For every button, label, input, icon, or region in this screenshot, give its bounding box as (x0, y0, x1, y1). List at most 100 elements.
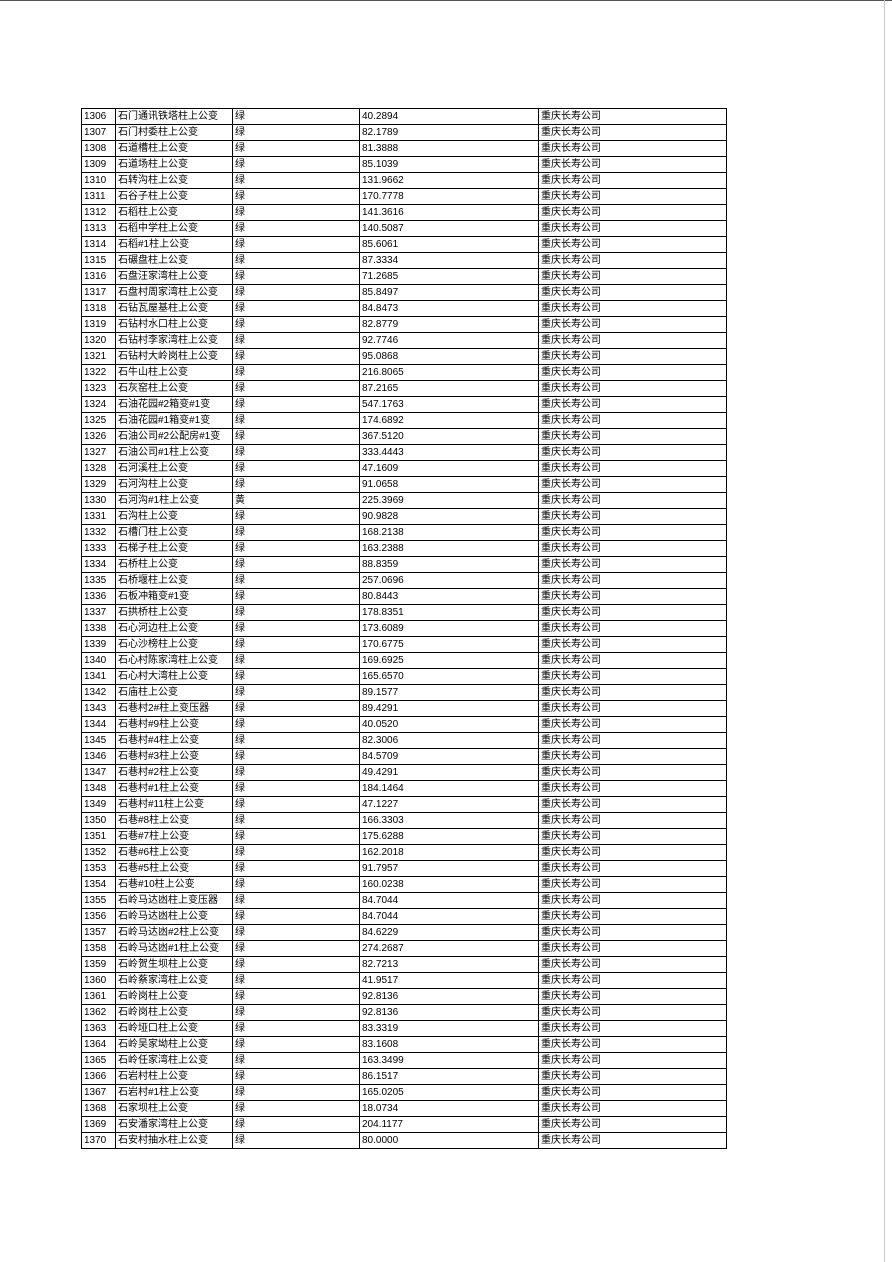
table-row: 1328 石河溪柱上公变绿 47.1609 重庆长寿公司 (81, 460, 727, 477)
row-id-cell: 1354 (81, 876, 116, 893)
name-cell: 石岩村#1柱上公变 (115, 1084, 233, 1101)
name-cell: 石桥堰柱上公变 (115, 572, 233, 589)
table-row: 1359 石岭贺生坝柱上公变绿 82.7213 重庆长寿公司 (81, 956, 727, 973)
name-cell: 石岭吴家坳柱上公变 (115, 1036, 233, 1053)
status-cell: 绿 (232, 252, 360, 269)
status-cell: 绿 (232, 508, 360, 525)
name-cell: 石岭马达凼#2柱上公变 (115, 924, 233, 941)
company-cell: 重庆长寿公司 (538, 236, 727, 253)
name-cell: 石油花园#2箱变#1变 (115, 396, 233, 413)
row-id-cell: 1309 (81, 156, 116, 173)
row-id-cell: 1363 (81, 1020, 116, 1037)
company-cell: 重庆长寿公司 (538, 556, 727, 573)
table-row: 1341 石心村大湾柱上公变绿 165.6570 重庆长寿公司 (81, 668, 727, 685)
company-cell: 重庆长寿公司 (538, 444, 727, 461)
company-cell: 重庆长寿公司 (538, 572, 727, 589)
row-id-cell: 1333 (81, 540, 116, 557)
status-cell: 绿 (232, 684, 360, 701)
name-cell: 石岭贺生坝柱上公变 (115, 956, 233, 973)
transformer-table: 1306 石门通讯铁塔柱上公变绿 40.2894 重庆长寿公司 1307 石门村委柱上公变… (81, 108, 727, 1149)
company-cell: 重庆长寿公司 (538, 428, 727, 445)
status-cell: 绿 (232, 796, 360, 813)
table-row: 1332 石槽门柱上公变绿 168.2138 重庆长寿公司 (81, 524, 727, 541)
company-cell: 重庆长寿公司 (538, 332, 727, 349)
status-cell: 绿 (232, 300, 360, 317)
status-cell: 绿 (232, 956, 360, 973)
status-cell: 绿 (232, 268, 360, 285)
table-row: 1313 石稻中学柱上公变绿 140.5087 重庆长寿公司 (81, 220, 727, 237)
value-cell: 168.2138 (359, 524, 539, 541)
value-cell: 95.0868 (359, 348, 539, 365)
status-cell: 绿 (232, 812, 360, 829)
table-row: 1363 石岭垭口柱上公变绿 83.3319 重庆长寿公司 (81, 1020, 727, 1037)
company-cell: 重庆长寿公司 (538, 652, 727, 669)
status-cell: 绿 (232, 204, 360, 221)
company-cell: 重庆长寿公司 (538, 1084, 727, 1101)
value-cell: 170.7778 (359, 188, 539, 205)
value-cell: 163.3499 (359, 1052, 539, 1069)
table-row: 1360 石岭蔡家湾柱上公变绿 41.9517 重庆长寿公司 (81, 972, 727, 989)
name-cell: 石谷子柱上公变 (115, 188, 233, 205)
company-cell: 重庆长寿公司 (538, 908, 727, 925)
table-row: 1322 石牛山柱上公变绿 216.8065 重庆长寿公司 (81, 364, 727, 381)
row-id-cell: 1361 (81, 988, 116, 1005)
row-id-cell: 1329 (81, 476, 116, 493)
row-id-cell: 1323 (81, 380, 116, 397)
status-cell: 绿 (232, 444, 360, 461)
name-cell: 石岭马达凼柱上公变 (115, 908, 233, 925)
status-cell: 绿 (232, 860, 360, 877)
row-id-cell: 1321 (81, 348, 116, 365)
row-id-cell: 1368 (81, 1100, 116, 1117)
value-cell: 82.1789 (359, 124, 539, 141)
value-cell: 367.5120 (359, 428, 539, 445)
status-cell: 绿 (232, 1100, 360, 1117)
table-row: 1344 石巷村#9柱上公变绿 40.0520 重庆长寿公司 (81, 716, 727, 733)
value-cell: 41.9517 (359, 972, 539, 989)
row-id-cell: 1336 (81, 588, 116, 605)
table-row: 1353 石巷#5柱上公变绿 91.7957 重庆长寿公司 (81, 860, 727, 877)
row-id-cell: 1341 (81, 668, 116, 685)
status-cell: 绿 (232, 396, 360, 413)
value-cell: 40.2894 (359, 108, 539, 125)
value-cell: 170.6775 (359, 636, 539, 653)
page-top-border (0, 0, 892, 1)
row-id-cell: 1308 (81, 140, 116, 157)
row-id-cell: 1365 (81, 1052, 116, 1069)
status-cell: 绿 (232, 924, 360, 941)
value-cell: 18.0734 (359, 1100, 539, 1117)
status-cell: 绿 (232, 540, 360, 557)
company-cell: 重庆长寿公司 (538, 492, 727, 509)
company-cell: 重庆长寿公司 (538, 1100, 727, 1117)
status-cell: 绿 (232, 460, 360, 477)
status-cell: 绿 (232, 140, 360, 157)
company-cell: 重庆长寿公司 (538, 684, 727, 701)
row-id-cell: 1334 (81, 556, 116, 573)
status-cell: 绿 (232, 1132, 360, 1149)
company-cell: 重庆长寿公司 (538, 300, 727, 317)
table-row: 1335 石桥堰柱上公变绿 257.0696 重庆长寿公司 (81, 572, 727, 589)
value-cell: 204.1177 (359, 1116, 539, 1133)
table-row: 1338 石心河边柱上公变绿 173.6089 重庆长寿公司 (81, 620, 727, 637)
value-cell: 82.7213 (359, 956, 539, 973)
row-id-cell: 1319 (81, 316, 116, 333)
row-id-cell: 1358 (81, 940, 116, 957)
table-row: 1368 石家坝柱上公变绿 18.0734 重庆长寿公司 (81, 1100, 727, 1117)
table-row: 1334 石桥柱上公变绿 88.8359 重庆长寿公司 (81, 556, 727, 573)
table-row: 1357 石岭马达凼#2柱上公变绿 84.6229 重庆长寿公司 (81, 924, 727, 941)
row-id-cell: 1351 (81, 828, 116, 845)
company-cell: 重庆长寿公司 (538, 204, 727, 221)
company-cell: 重庆长寿公司 (538, 796, 727, 813)
row-id-cell: 1350 (81, 812, 116, 829)
row-id-cell: 1337 (81, 604, 116, 621)
row-id-cell: 1356 (81, 908, 116, 925)
status-cell: 绿 (232, 364, 360, 381)
status-cell: 绿 (232, 476, 360, 493)
table-row: 1315 石碾盘柱上公变绿 87.3334 重庆长寿公司 (81, 252, 727, 269)
status-cell: 绿 (232, 940, 360, 957)
row-id-cell: 1311 (81, 188, 116, 205)
company-cell: 重庆长寿公司 (538, 476, 727, 493)
value-cell: 86.1517 (359, 1068, 539, 1085)
row-id-cell: 1307 (81, 124, 116, 141)
value-cell: 91.7957 (359, 860, 539, 877)
value-cell: 80.0000 (359, 1132, 539, 1149)
